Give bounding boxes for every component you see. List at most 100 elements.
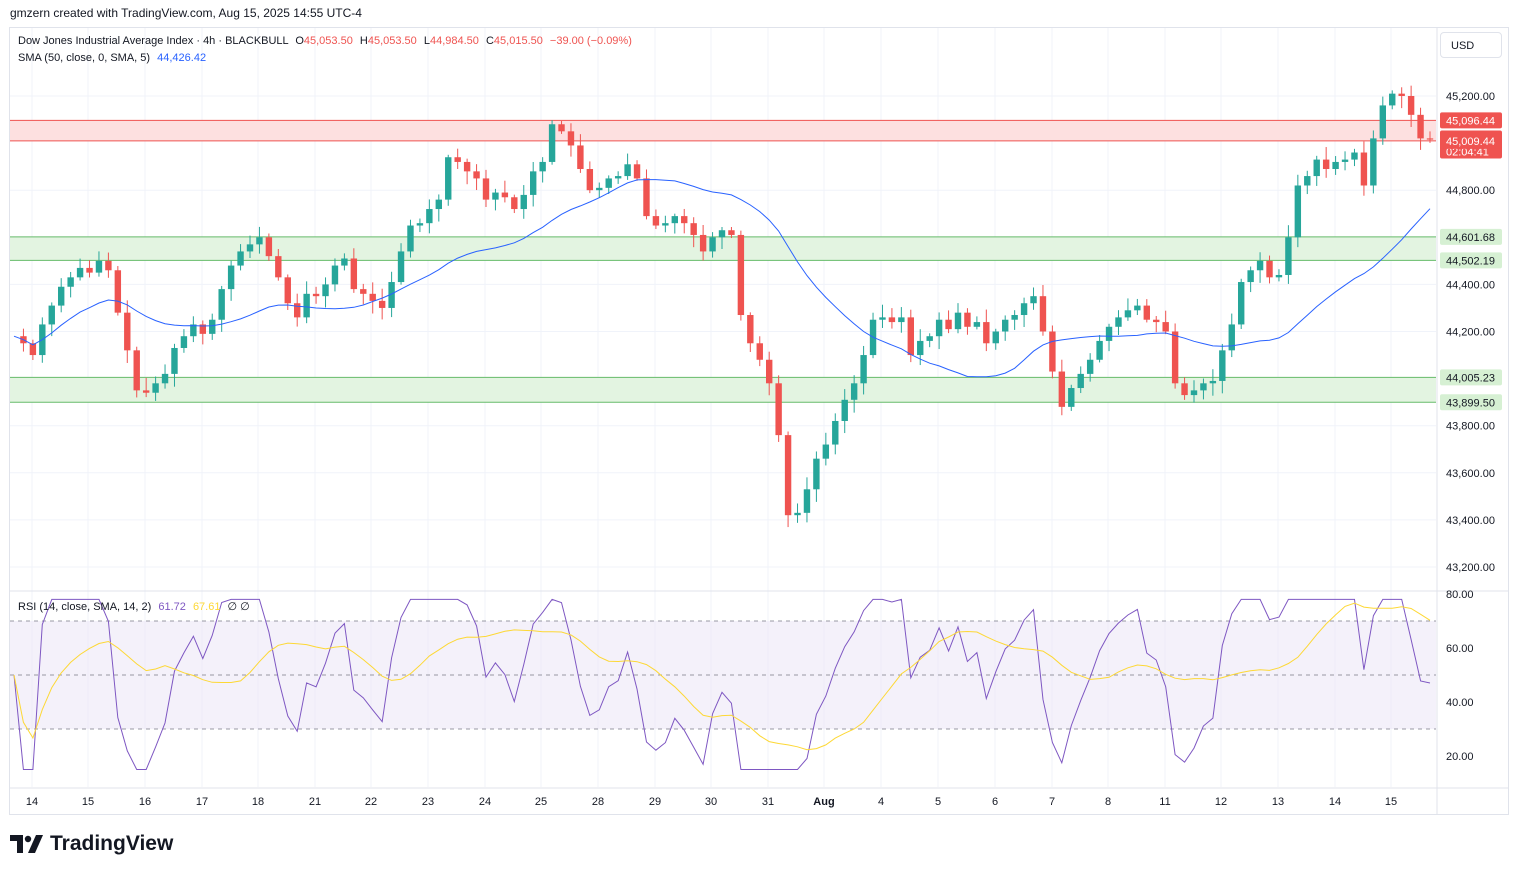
candle-up bbox=[1086, 359, 1094, 374]
rsi-tick-label: 60.00 bbox=[1446, 643, 1474, 655]
rsi-ma-line bbox=[13, 602, 1431, 751]
candle-up bbox=[1379, 105, 1386, 139]
candle-up bbox=[803, 489, 811, 513]
zones bbox=[10, 119, 1436, 403]
price-label-text: 45,009.44 bbox=[1446, 136, 1495, 148]
candle-up bbox=[605, 178, 612, 188]
candle-up bbox=[1370, 138, 1377, 186]
candle-up bbox=[917, 340, 924, 356]
candle-down bbox=[1153, 319, 1160, 323]
sma-label: SMA (50, close, 0, SMA, 5) bbox=[18, 52, 151, 64]
candle-up bbox=[1105, 326, 1113, 341]
candle-up bbox=[718, 230, 726, 238]
chart-credit: gmzern created with TradingView.com, Aug… bbox=[10, 6, 362, 20]
candle-down bbox=[294, 303, 301, 318]
candle-up bbox=[671, 216, 678, 224]
candle-down bbox=[1143, 305, 1150, 320]
price-tick-label: 44,800.00 bbox=[1446, 185, 1495, 197]
candle-down bbox=[907, 317, 914, 356]
time-tick-label: 24 bbox=[479, 796, 491, 808]
candle-up bbox=[1190, 390, 1198, 396]
time-tick-label: 21 bbox=[309, 796, 321, 808]
candle-down bbox=[1322, 159, 1330, 170]
price-label-text: 44,601.68 bbox=[1446, 232, 1495, 244]
candle-up bbox=[813, 458, 820, 490]
candle-up bbox=[973, 322, 981, 327]
candle-up bbox=[1077, 373, 1084, 389]
candle-up bbox=[624, 164, 631, 177]
candle-down bbox=[86, 267, 93, 273]
candle-up bbox=[1238, 282, 1245, 325]
candle-up bbox=[95, 260, 103, 273]
currency-button[interactable]: USD bbox=[1440, 32, 1502, 58]
candle-down bbox=[275, 256, 282, 278]
candle-up bbox=[841, 399, 848, 421]
time-tick-label: 28 bbox=[592, 796, 604, 808]
candle-up bbox=[935, 319, 943, 337]
candle-up bbox=[1096, 340, 1103, 360]
price-label-text: 45,096.44 bbox=[1446, 115, 1495, 127]
candle-up bbox=[898, 317, 905, 323]
rsi-tick-label: 20.00 bbox=[1446, 751, 1474, 763]
candle-down bbox=[652, 216, 660, 226]
candle-down bbox=[1162, 322, 1169, 332]
candle-down bbox=[369, 293, 376, 301]
high-label: H bbox=[359, 35, 368, 47]
candle-down bbox=[482, 178, 490, 200]
candle-up bbox=[1275, 274, 1283, 278]
candle-down bbox=[888, 317, 896, 323]
candle-down bbox=[284, 277, 291, 304]
candle-down bbox=[1181, 383, 1188, 396]
candle-up bbox=[445, 157, 452, 200]
candle-up bbox=[1011, 315, 1018, 320]
candle-down bbox=[463, 161, 471, 172]
candle-up bbox=[426, 209, 433, 224]
candle-up bbox=[520, 194, 527, 210]
candle-down bbox=[766, 359, 773, 384]
open-label: O bbox=[295, 35, 304, 47]
time-tick-label: 30 bbox=[705, 796, 717, 808]
candle-up bbox=[76, 267, 84, 278]
candle-up bbox=[180, 336, 188, 348]
candle-down bbox=[29, 343, 37, 356]
tradingview-logo[interactable]: TradingView bbox=[10, 832, 173, 856]
candle-up bbox=[709, 237, 716, 252]
price-label-text: 44,502.19 bbox=[1446, 255, 1495, 267]
candle-up bbox=[1002, 319, 1009, 332]
candle-up bbox=[388, 282, 395, 308]
candle-down bbox=[350, 258, 358, 290]
close-value: 45,015.50 bbox=[493, 35, 543, 47]
change-value: −39.00 (−0.09%) bbox=[549, 35, 632, 47]
candle-up bbox=[1020, 303, 1028, 316]
rsi-line bbox=[13, 598, 1431, 770]
time-tick-label: 6 bbox=[992, 796, 998, 808]
candle-up bbox=[227, 265, 235, 290]
candle-up bbox=[1341, 159, 1349, 162]
candle-down bbox=[681, 216, 688, 224]
candle-up bbox=[1304, 176, 1311, 186]
candle-down bbox=[586, 169, 594, 191]
candle-up bbox=[1389, 93, 1396, 106]
candle-up bbox=[492, 192, 499, 200]
candle-down bbox=[737, 234, 745, 316]
time-tick-label: 7 bbox=[1049, 796, 1055, 808]
candle-up bbox=[992, 331, 999, 344]
candle-up bbox=[171, 347, 178, 374]
candle-up bbox=[67, 277, 74, 287]
candle-up bbox=[435, 199, 442, 210]
candle-up bbox=[1200, 383, 1207, 391]
time-tick-label: 23 bbox=[422, 796, 434, 808]
time-tick-label: 4 bbox=[878, 796, 884, 808]
legend-main: Dow Jones Industrial Average Index · 4h … bbox=[18, 35, 632, 47]
candle-up bbox=[1115, 317, 1122, 327]
support-zone bbox=[10, 236, 1436, 261]
candle-up bbox=[322, 284, 329, 297]
candle-up bbox=[1351, 152, 1358, 160]
candle-down bbox=[983, 322, 990, 344]
candle-up bbox=[596, 187, 603, 191]
brand-name: TradingView bbox=[50, 832, 174, 855]
candle-down bbox=[1360, 152, 1368, 186]
price-tick-label: 43,400.00 bbox=[1446, 515, 1495, 527]
candle-down bbox=[473, 171, 480, 179]
